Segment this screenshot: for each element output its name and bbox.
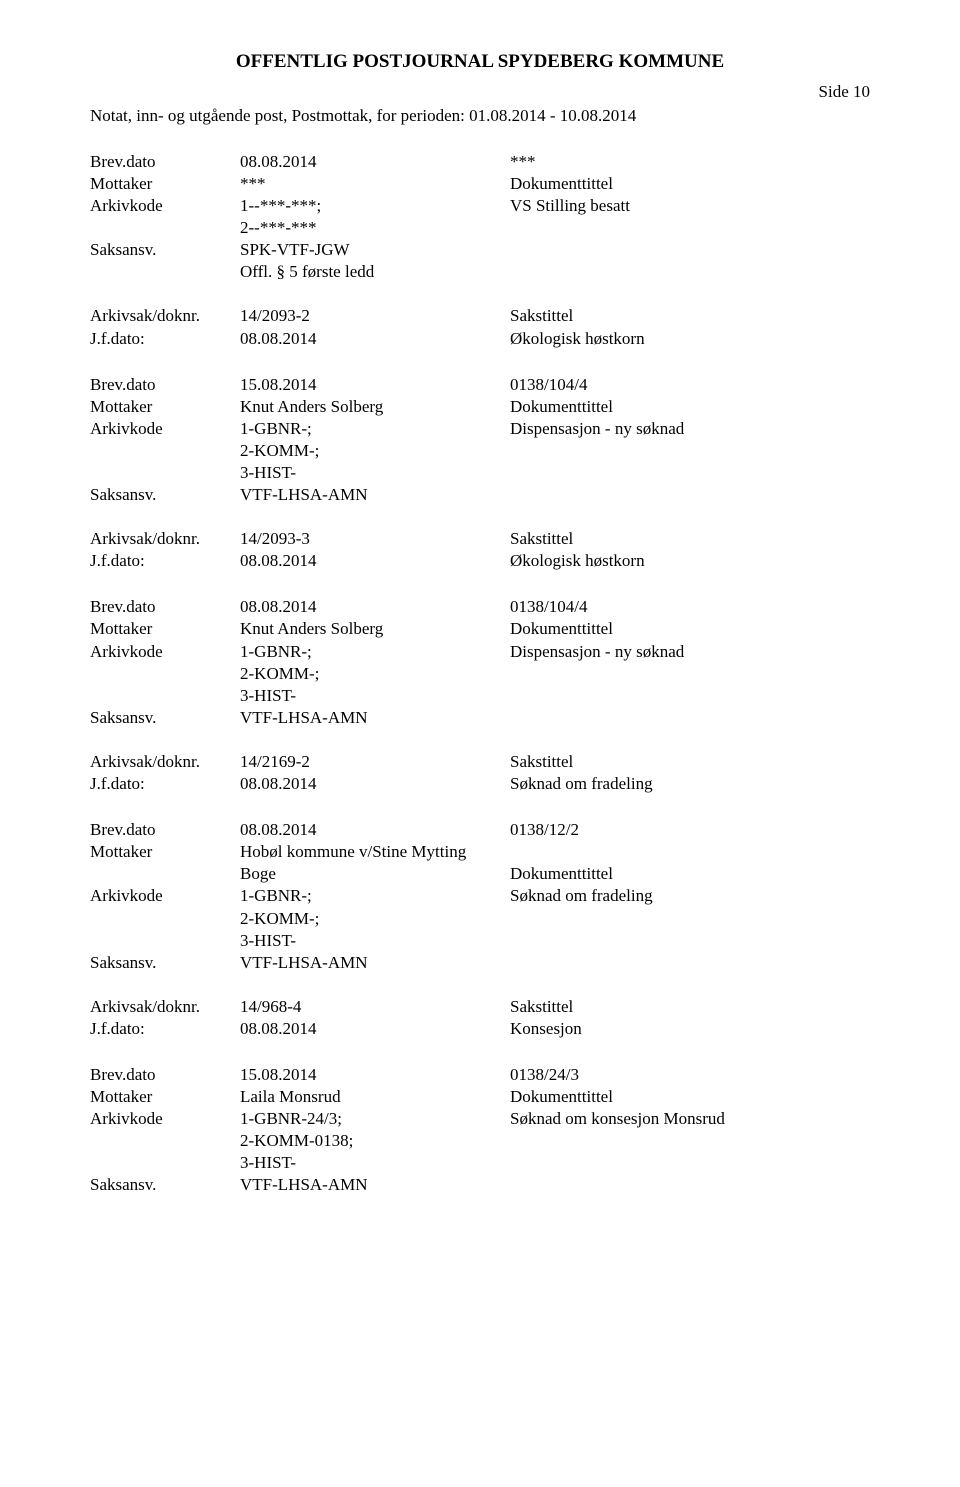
page-number: Side 10 (90, 81, 870, 103)
arkivkode-value: 1--***-***; (240, 195, 510, 217)
sakstittel-label: Sakstittel (510, 305, 870, 327)
brevdato-label: Brev.dato (90, 1064, 240, 1086)
saksansv-value: VTF-LHSA-AMN (240, 1174, 510, 1196)
mottaker-label: Mottaker (90, 1086, 240, 1108)
arkivkode-right: Søknad om konsesjon Monsrud (510, 1108, 870, 1130)
arkivsak-label: Arkivsak/doknr. (90, 751, 240, 773)
page-subtitle: Notat, inn- og utgående post, Postmottak… (90, 105, 870, 127)
saksansv-value: SPK-VTF-JGW (240, 239, 510, 261)
arkivkode-label: Arkivkode (90, 885, 240, 907)
arkivsak-value: 14/968-4 (240, 996, 510, 1018)
brevdato-value: 08.08.2014 (240, 151, 510, 173)
saksansv-value: VTF-LHSA-AMN (240, 707, 510, 729)
dokumenttittel-label: Dokumenttittel (510, 1086, 870, 1108)
arkivkode-value: 3-HIST- (240, 1152, 510, 1174)
jfdato-label: J.f.dato: (90, 1018, 240, 1040)
saksansv-label: Saksansv. (90, 707, 240, 729)
arkivkode-right: VS Stilling besatt (510, 195, 870, 217)
arkivkode-label: Arkivkode (90, 1108, 240, 1130)
brevdato-label: Brev.dato (90, 374, 240, 396)
arkivkode-label: Arkivkode (90, 418, 240, 440)
brevdato-right: 0138/24/3 (510, 1064, 870, 1086)
jfdato-right: Økologisk høstkorn (510, 550, 870, 572)
mottaker-value: Hobøl kommune v/Stine Mytting (240, 841, 510, 863)
saksansv-label: Saksansv. (90, 952, 240, 974)
brevdato-right: 0138/104/4 (510, 374, 870, 396)
arkivsak-label: Arkivsak/doknr. (90, 305, 240, 327)
brevdato-label: Brev.dato (90, 151, 240, 173)
jfdato-right: Økologisk høstkorn (510, 328, 870, 350)
brevdato-right: 0138/104/4 (510, 596, 870, 618)
jfdato-right: Konsesjon (510, 1018, 870, 1040)
arkivkode-value: 1-GBNR-; (240, 418, 510, 440)
page-title: OFFENTLIG POSTJOURNAL SPYDEBERG KOMMUNE (90, 50, 870, 75)
arkivkode-value: 3-HIST- (240, 685, 510, 707)
sakstittel-label: Sakstittel (510, 751, 870, 773)
jfdato-label: J.f.dato: (90, 328, 240, 350)
arkivkode-value: 2-KOMM-0138; (240, 1130, 510, 1152)
mottaker-label: Mottaker (90, 618, 240, 640)
mottaker-label: Mottaker (90, 841, 240, 863)
sakstittel-label: Sakstittel (510, 996, 870, 1018)
entries-container: Brev.dato08.08.2014***Mottaker***Dokumen… (90, 151, 870, 1197)
arkivkode-label: Arkivkode (90, 195, 240, 217)
mottaker-label: Mottaker (90, 173, 240, 195)
arkivsak-value: 14/2169-2 (240, 751, 510, 773)
saksansv-value: Offl. § 5 første ledd (240, 261, 510, 283)
arkivkode-value: 1-GBNR-24/3; (240, 1108, 510, 1130)
arkivkode-value: 1-GBNR-; (240, 885, 510, 907)
arkivkode-value: 3-HIST- (240, 930, 510, 952)
mottaker-value: Knut Anders Solberg (240, 618, 510, 640)
mottaker-value: Knut Anders Solberg (240, 396, 510, 418)
dokumenttittel-label: Dokumenttittel (510, 618, 870, 640)
brevdato-value: 15.08.2014 (240, 1064, 510, 1086)
brevdato-right: 0138/12/2 (510, 819, 870, 841)
jfdato-value: 08.08.2014 (240, 550, 510, 572)
mottaker-value: Boge (240, 863, 510, 885)
arkivsak-label: Arkivsak/doknr. (90, 528, 240, 550)
dokumenttittel-label: Dokumenttittel (510, 173, 870, 195)
arkivkode-value: 3-HIST- (240, 462, 510, 484)
jfdato-label: J.f.dato: (90, 550, 240, 572)
dokumenttittel-label: Dokumenttittel (510, 863, 870, 885)
saksansv-label: Saksansv. (90, 484, 240, 506)
entry-block: Brev.dato08.08.2014***Mottaker***Dokumen… (90, 151, 870, 350)
jfdato-right: Søknad om fradeling (510, 773, 870, 795)
arkivkode-value: 2-KOMM-; (240, 908, 510, 930)
jfdato-label: J.f.dato: (90, 773, 240, 795)
dokumenttittel-label: Dokumenttittel (510, 396, 870, 418)
entry-block: Brev.dato15.08.20140138/24/3 MottakerLail… (90, 1064, 870, 1197)
sakstittel-label: Sakstittel (510, 528, 870, 550)
saksansv-value: VTF-LHSA-AMN (240, 952, 510, 974)
arkivkode-value: 2-KOMM-; (240, 663, 510, 685)
saksansv-label: Saksansv. (90, 1174, 240, 1196)
arkivkode-right: Dispensasjon - ny søknad (510, 641, 870, 663)
brevdato-value: 08.08.2014 (240, 596, 510, 618)
mottaker-value: Laila Monsrud (240, 1086, 510, 1108)
brevdato-label: Brev.dato (90, 596, 240, 618)
jfdato-value: 08.08.2014 (240, 773, 510, 795)
arkivsak-value: 14/2093-2 (240, 305, 510, 327)
brevdato-value: 08.08.2014 (240, 819, 510, 841)
jfdato-value: 08.08.2014 (240, 1018, 510, 1040)
saksansv-value: VTF-LHSA-AMN (240, 484, 510, 506)
entry-block: Brev.dato15.08.20140138/104/4 MottakerKnu… (90, 374, 870, 573)
arkivkode-value: 2--***-*** (240, 217, 510, 239)
arkivkode-right: Søknad om fradeling (510, 885, 870, 907)
brevdato-right: *** (510, 151, 870, 173)
arkivkode-right: Dispensasjon - ny søknad (510, 418, 870, 440)
mottaker-value: *** (240, 173, 510, 195)
arkivsak-label: Arkivsak/doknr. (90, 996, 240, 1018)
arkivsak-value: 14/2093-3 (240, 528, 510, 550)
saksansv-label: Saksansv. (90, 239, 240, 261)
brevdato-label: Brev.dato (90, 819, 240, 841)
entry-block: Brev.dato08.08.20140138/104/4MottakerKnu… (90, 596, 870, 795)
mottaker-label: Mottaker (90, 396, 240, 418)
brevdato-value: 15.08.2014 (240, 374, 510, 396)
arkivkode-value: 2-KOMM-; (240, 440, 510, 462)
entry-block: Brev.dato08.08.20140138/12/2MottakerHobø… (90, 819, 870, 1040)
arkivkode-value: 1-GBNR-; (240, 641, 510, 663)
arkivkode-label: Arkivkode (90, 641, 240, 663)
jfdato-value: 08.08.2014 (240, 328, 510, 350)
